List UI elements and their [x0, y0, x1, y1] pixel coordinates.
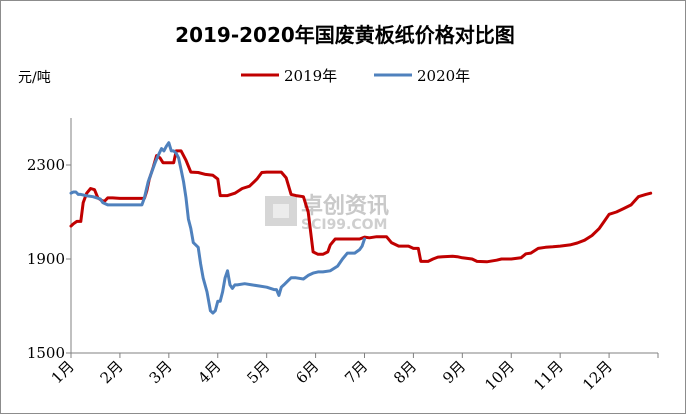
x-tick-label: 2月 [97, 357, 127, 387]
chart-title: 2019-2020年国废黄板纸价格对比图 [175, 23, 515, 47]
x-tick-label: 5月 [243, 357, 273, 387]
x-tick-label: 3月 [146, 357, 176, 387]
chart-legend: 2019年 2020年 [241, 67, 470, 85]
x-tick-label: 10月 [481, 357, 518, 394]
plot-area [69, 141, 653, 315]
x-tick-label: 4月 [194, 357, 224, 387]
watermark-logo-inner [273, 204, 289, 218]
x-tick-label: 8月 [390, 357, 420, 387]
y-axis-unit-label: 元/吨 [18, 70, 51, 86]
legend-label-2: 2020年 [417, 67, 470, 85]
y-tick-label: 2300 [27, 156, 65, 174]
y-tick-label: 1500 [27, 344, 65, 362]
legend-label-1: 2019年 [284, 67, 337, 85]
x-tick-label: 9月 [439, 357, 469, 387]
watermark: 卓创资讯 SCI99.COM [265, 194, 389, 233]
x-tick-label: 7月 [341, 357, 371, 387]
x-tick-label: 6月 [292, 357, 322, 387]
watermark-cn-text: 卓创资讯 [301, 194, 389, 219]
series-line-2 [69, 141, 366, 315]
watermark-en-text: SCI99.COM [301, 217, 387, 233]
x-tick-label: 11月 [530, 357, 567, 394]
x-tick-label: 12月 [579, 357, 616, 394]
y-tick-label: 1900 [27, 250, 65, 268]
